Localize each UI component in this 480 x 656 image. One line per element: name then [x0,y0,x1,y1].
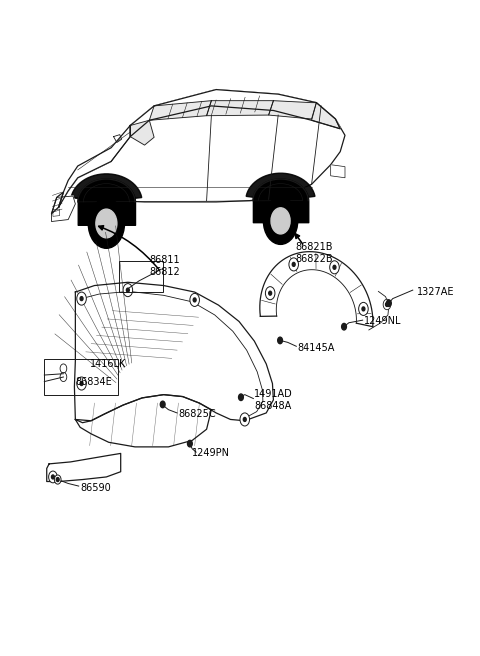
Text: 86821B
86822B: 86821B 86822B [295,242,333,264]
Circle shape [48,471,57,483]
Circle shape [386,300,391,306]
Circle shape [330,261,339,274]
Circle shape [271,208,290,234]
Circle shape [188,440,192,447]
Text: 86834E: 86834E [75,377,112,386]
Circle shape [333,265,336,269]
Polygon shape [130,120,154,145]
Circle shape [383,299,391,310]
Circle shape [193,298,196,302]
Circle shape [264,197,298,245]
Polygon shape [51,192,63,214]
Polygon shape [59,125,130,207]
Circle shape [123,283,132,297]
Circle shape [190,293,199,306]
Circle shape [278,337,282,344]
Polygon shape [51,196,75,222]
Polygon shape [74,282,274,422]
Polygon shape [59,90,345,207]
Circle shape [385,302,388,306]
Polygon shape [260,252,373,327]
Circle shape [289,258,299,271]
Circle shape [265,287,275,300]
Circle shape [126,288,129,292]
Text: 1249PN: 1249PN [192,449,230,459]
Circle shape [60,373,67,382]
Circle shape [80,382,83,386]
Text: 86825C: 86825C [178,409,216,419]
Polygon shape [130,90,340,136]
Polygon shape [149,100,211,120]
Polygon shape [246,173,315,197]
Circle shape [160,401,165,407]
Circle shape [54,475,61,484]
Bar [44,359,118,395]
Circle shape [269,291,272,295]
Circle shape [359,302,368,316]
Circle shape [292,262,295,266]
Polygon shape [71,174,142,198]
Circle shape [240,413,250,426]
Circle shape [342,323,347,330]
Polygon shape [331,165,345,178]
Circle shape [60,364,67,373]
Circle shape [56,478,59,482]
Circle shape [362,307,365,311]
Polygon shape [206,100,274,115]
Text: 1491AD
86848A: 1491AD 86848A [254,389,293,411]
Circle shape [88,199,124,249]
Polygon shape [312,102,340,129]
Circle shape [51,475,54,479]
Circle shape [239,394,243,401]
Bar [119,260,163,292]
Polygon shape [75,395,211,447]
Polygon shape [269,100,316,119]
Polygon shape [47,453,120,482]
Text: 1249NL: 1249NL [364,316,402,327]
Text: 84145A: 84145A [297,342,335,352]
Circle shape [96,209,117,238]
Circle shape [77,292,86,305]
Text: 1416LK: 1416LK [90,359,126,369]
Circle shape [77,377,86,390]
Circle shape [80,297,83,300]
Text: 1327AE: 1327AE [417,287,454,297]
Text: 86590: 86590 [80,483,111,493]
Text: 86811
86812: 86811 86812 [149,255,180,277]
Circle shape [243,417,246,421]
